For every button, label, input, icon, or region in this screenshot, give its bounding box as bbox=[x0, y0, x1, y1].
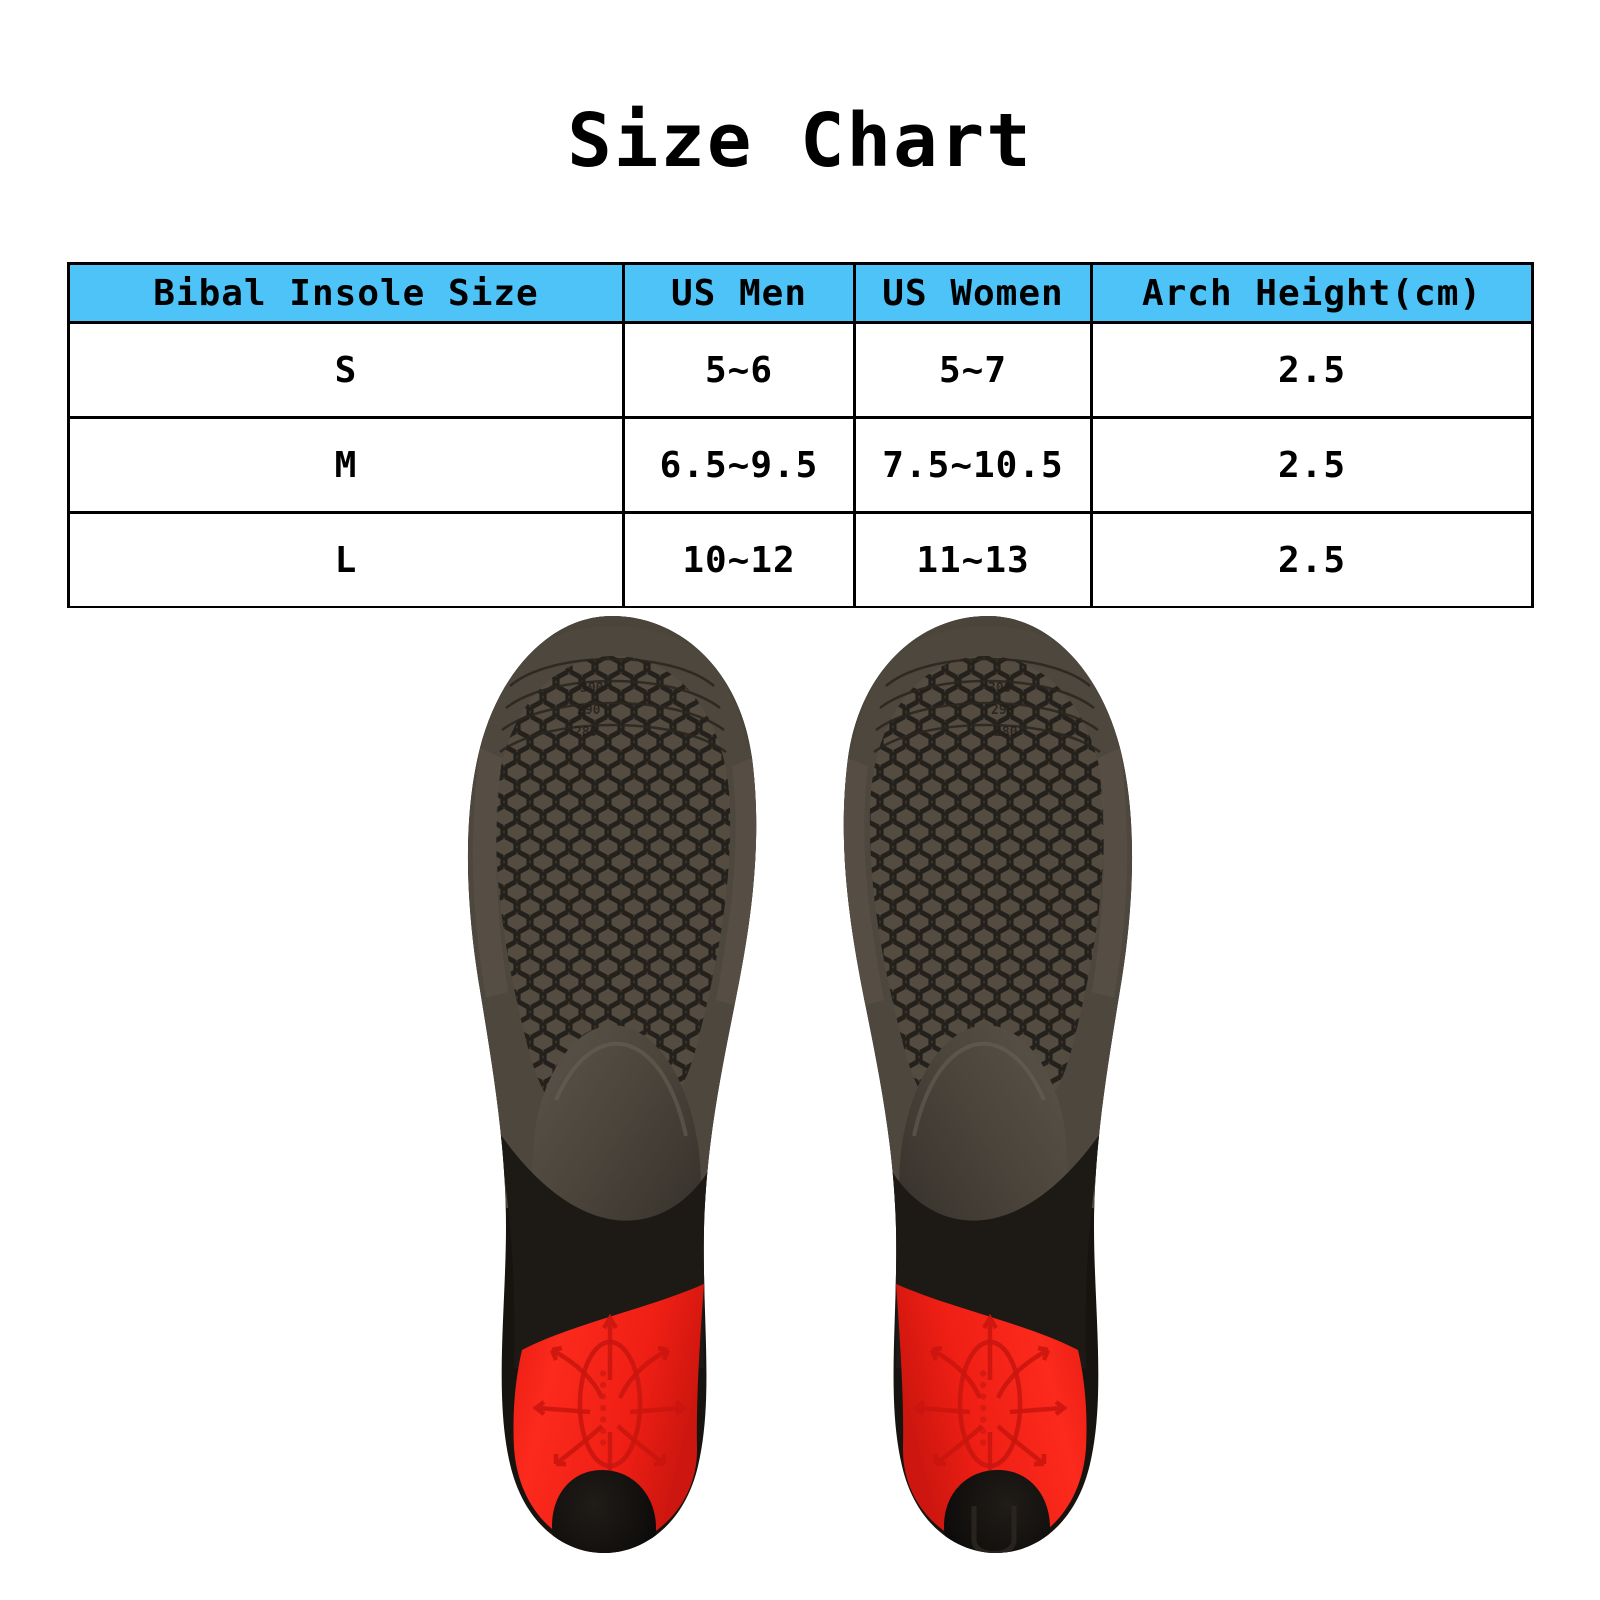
honeycomb-forefoot-texture bbox=[495, 656, 731, 1138]
column-header-us-women: US Women bbox=[853, 262, 1093, 324]
embossed-logo-text: ••••••• bbox=[974, 1368, 995, 1449]
cell-us-men: 10~12 bbox=[622, 511, 856, 609]
cell-insole-size: M bbox=[67, 416, 625, 514]
cell-arch-height: 2.5 bbox=[1090, 321, 1534, 419]
cell-insole-size: S bbox=[67, 321, 625, 419]
heel-pad-u-emboss bbox=[971, 1506, 1017, 1553]
svg-text:280: 280 bbox=[994, 725, 1018, 740]
embossed-logo-text: ••••••• bbox=[594, 1368, 615, 1449]
left-insole: 300 290 280 bbox=[452, 608, 772, 1558]
cell-us-men: 6.5~9.5 bbox=[622, 416, 856, 514]
cell-arch-height: 2.5 bbox=[1090, 511, 1534, 609]
svg-text:300: 300 bbox=[580, 681, 604, 696]
column-header-insole-size: Bibal Insole Size bbox=[67, 262, 625, 324]
svg-text:300: 300 bbox=[988, 681, 1012, 696]
embossed-oval-logo bbox=[577, 1339, 643, 1469]
column-header-arch-height: Arch Height(cm) bbox=[1090, 262, 1534, 324]
cell-us-women: 11~13 bbox=[853, 511, 1093, 609]
table-header-row: Bibal Insole Size US Men US Women Arch H… bbox=[67, 262, 1534, 324]
column-header-us-men: US Men bbox=[622, 262, 856, 324]
svg-text:290: 290 bbox=[577, 703, 601, 718]
table-row: L 10~12 11~13 2.5 bbox=[67, 511, 1534, 609]
cell-arch-height: 2.5 bbox=[1090, 416, 1534, 514]
size-chart-table: Bibal Insole Size US Men US Women Arch H… bbox=[67, 262, 1534, 609]
honeycomb-forefoot-texture bbox=[869, 656, 1105, 1138]
table-body: S 5~6 5~7 2.5 M 6.5~9.5 7.5~10.5 2.5 L 1… bbox=[67, 321, 1534, 609]
size-chart-table-container: Bibal Insole Size US Men US Women Arch H… bbox=[67, 262, 1534, 609]
size-cut-lines bbox=[873, 657, 1101, 754]
table-row: M 6.5~9.5 7.5~10.5 2.5 bbox=[67, 416, 1534, 514]
page-title: Size Chart bbox=[567, 98, 1033, 184]
cell-us-men: 5~6 bbox=[622, 321, 856, 419]
cell-insole-size: L bbox=[67, 511, 625, 609]
cell-us-women: 5~7 bbox=[853, 321, 1093, 419]
svg-text:280: 280 bbox=[574, 725, 598, 740]
size-cut-lines bbox=[499, 657, 727, 754]
svg-text:290: 290 bbox=[991, 703, 1015, 718]
right-insole: 300 290 280 bbox=[828, 608, 1148, 1558]
table-row: S 5~6 5~7 2.5 bbox=[67, 321, 1534, 419]
product-photo: 300 290 280 bbox=[0, 608, 1600, 1598]
table-header: Bibal Insole Size US Men US Women Arch H… bbox=[67, 262, 1534, 324]
embossed-oval-logo bbox=[957, 1339, 1023, 1469]
cell-us-women: 7.5~10.5 bbox=[853, 416, 1093, 514]
